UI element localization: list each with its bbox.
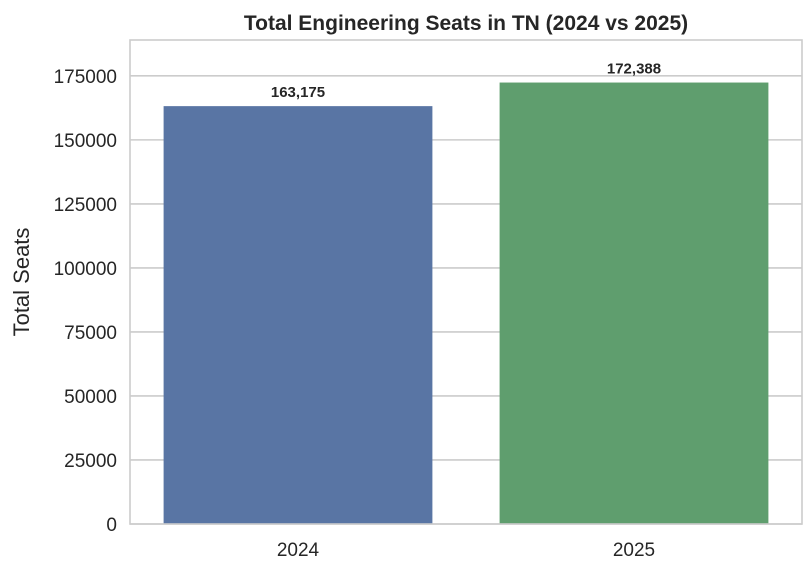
y-tick-label: 25000 [64,451,117,472]
bar-value-label: 163,175 [271,84,325,101]
y-axis-ticks: 0 25000 50000 75000 100000 125000 150000 175000 [54,67,117,536]
y-tick-label: 100000 [54,259,117,280]
x-axis-ticks: 2024 2025 [277,540,655,561]
chart-title: Total Engineering Seats in TN (2024 vs 2… [244,12,688,35]
y-tick-label: 75000 [64,323,117,344]
y-tick-label: 150000 [54,131,117,152]
plot-frame [129,39,803,525]
bar-2025 [499,82,769,525]
bars [163,82,769,525]
bar-value-label: 172,388 [607,61,661,78]
x-tick-label: 2024 [277,540,320,561]
x-tick-label: 2025 [613,540,655,561]
y-tick-label: 0 [106,515,117,536]
y-tick-label: 125000 [54,195,117,216]
y-tick-label: 175000 [54,67,117,88]
bar-2024 [163,106,433,525]
y-axis-label: Total Seats [9,228,34,337]
y-tick-label: 50000 [64,387,117,408]
data-labels: 163,175 172,388 [271,61,661,102]
